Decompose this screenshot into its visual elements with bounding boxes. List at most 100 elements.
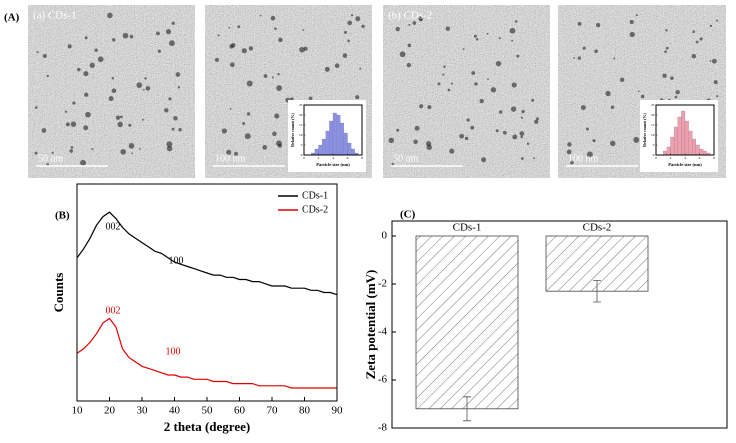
particle (388, 137, 394, 144)
y-tick-label: 15 (299, 123, 303, 127)
line-series (76, 317, 337, 389)
particle (533, 157, 536, 160)
particle (299, 46, 305, 53)
particle (419, 104, 424, 109)
particle (462, 48, 465, 50)
particle (138, 148, 141, 150)
particle (427, 105, 432, 110)
particle (237, 25, 241, 29)
particle (519, 131, 525, 136)
histogram-bar (340, 122, 344, 156)
particle (70, 121, 77, 127)
scale-bar-label: 100 nm (568, 153, 599, 164)
particle (65, 110, 68, 113)
particle (534, 119, 539, 124)
particle (128, 143, 135, 149)
particle (450, 82, 453, 85)
particle (670, 76, 674, 80)
x-tick-label: 70 (267, 405, 279, 417)
particle (111, 88, 117, 94)
particle (512, 134, 518, 140)
histogram-bar (329, 120, 334, 156)
particle (171, 21, 175, 25)
particle (65, 122, 70, 127)
particle (166, 141, 173, 148)
particle (605, 90, 611, 97)
histogram-bar (343, 132, 348, 156)
particle (407, 43, 412, 48)
particle (637, 90, 640, 93)
y-tick-label: 20 (651, 113, 655, 117)
x-tick-label: 10 (72, 405, 84, 417)
particle (470, 125, 475, 130)
x-tick-label: 0 (303, 156, 305, 160)
y-tick-label: -8 (378, 422, 388, 434)
particle (178, 128, 182, 132)
particle (520, 116, 523, 119)
particle (526, 142, 530, 145)
particle (277, 143, 282, 148)
error-bar (463, 396, 471, 422)
particle (142, 88, 145, 91)
particle (94, 48, 98, 52)
particle (695, 40, 699, 44)
x-tick-label: 80 (299, 405, 311, 417)
particle (168, 97, 172, 101)
histogram-bar (692, 138, 696, 156)
particle (72, 101, 76, 105)
particle (426, 144, 432, 150)
particle (709, 60, 712, 62)
particle (84, 92, 89, 97)
particle (511, 82, 517, 88)
x-tick-label: 40 (169, 405, 181, 417)
particle (171, 127, 175, 131)
particle (263, 74, 268, 78)
x-tick-label: 0 (655, 156, 657, 160)
particle (471, 71, 476, 75)
particle (217, 34, 220, 37)
histogram-bar (695, 144, 700, 156)
particle (122, 32, 129, 39)
y-tick-label: 0 (301, 153, 303, 157)
particle (610, 105, 615, 109)
particle (613, 57, 616, 60)
particle (445, 26, 450, 31)
particle (241, 48, 247, 54)
particle (408, 23, 411, 26)
particle (355, 95, 360, 100)
particle (144, 77, 147, 80)
x-axis-label: Particle size (nm) (668, 162, 702, 167)
y-tick-label: 20 (299, 113, 303, 117)
particle (635, 14, 638, 17)
particle (165, 29, 172, 35)
x-axis-label: Particle size (nm) (316, 162, 350, 167)
particle (274, 113, 280, 119)
y-tick-label: 5 (301, 143, 303, 147)
particle (131, 152, 134, 155)
x-axis-label: 2 theta (degree) (164, 419, 250, 434)
particle (406, 62, 412, 68)
particle (83, 125, 89, 131)
particle (582, 46, 586, 50)
particle (177, 86, 181, 89)
y-axis-label: Relative counts (%) (290, 112, 295, 146)
particle (302, 29, 305, 31)
histogram-bar (677, 116, 682, 156)
particle (248, 46, 254, 51)
particle (664, 50, 667, 54)
y-axis-label: Counts (51, 273, 66, 313)
histogram-bar (666, 146, 671, 156)
particle (514, 20, 518, 23)
y-tick-label: 10 (651, 133, 655, 137)
particle (274, 27, 277, 31)
particle (511, 39, 514, 42)
particle (413, 139, 418, 145)
particle (41, 128, 47, 133)
particle (117, 121, 123, 128)
annotation: 100 (169, 255, 184, 266)
particle (495, 129, 499, 133)
panel-label: (C) (400, 209, 416, 221)
particle (577, 21, 582, 26)
particle (629, 31, 635, 38)
particle (570, 160, 574, 165)
